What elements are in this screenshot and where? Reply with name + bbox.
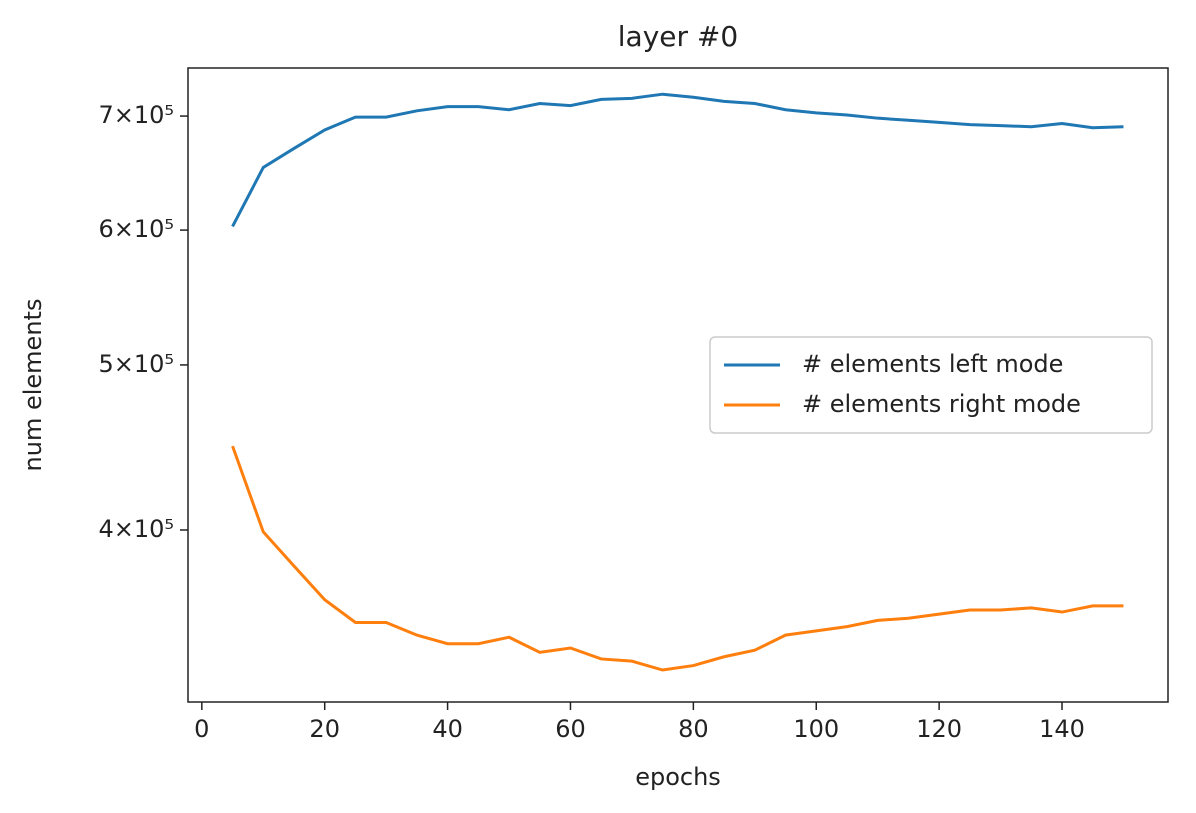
x-tick-label: 0 (194, 715, 209, 743)
x-tick-label: 80 (678, 715, 709, 743)
x-tick-label: 100 (793, 715, 839, 743)
y-tick-label: 6×10⁵ (98, 215, 174, 243)
y-axis-label: num elements (19, 299, 47, 472)
y-tick-label: 4×10⁵ (98, 515, 174, 543)
x-tick-label: 20 (309, 715, 340, 743)
x-axis-label: epochs (635, 763, 721, 791)
chart-title: layer #0 (618, 20, 738, 53)
x-tick-label: 140 (1039, 715, 1085, 743)
series-line (231, 445, 1124, 672)
y-tick-label: 5×10⁵ (98, 350, 174, 378)
x-tick-label: 120 (916, 715, 962, 743)
legend-label: # elements left mode (802, 350, 1063, 378)
x-tick-label: 60 (555, 715, 586, 743)
legend-box (709, 336, 1153, 434)
series-line (231, 92, 1124, 228)
legend-label: # elements right mode (802, 390, 1081, 418)
plot-frame (187, 67, 1169, 703)
x-tick-label: 40 (432, 715, 463, 743)
y-tick-label: 7×10⁵ (98, 101, 174, 129)
